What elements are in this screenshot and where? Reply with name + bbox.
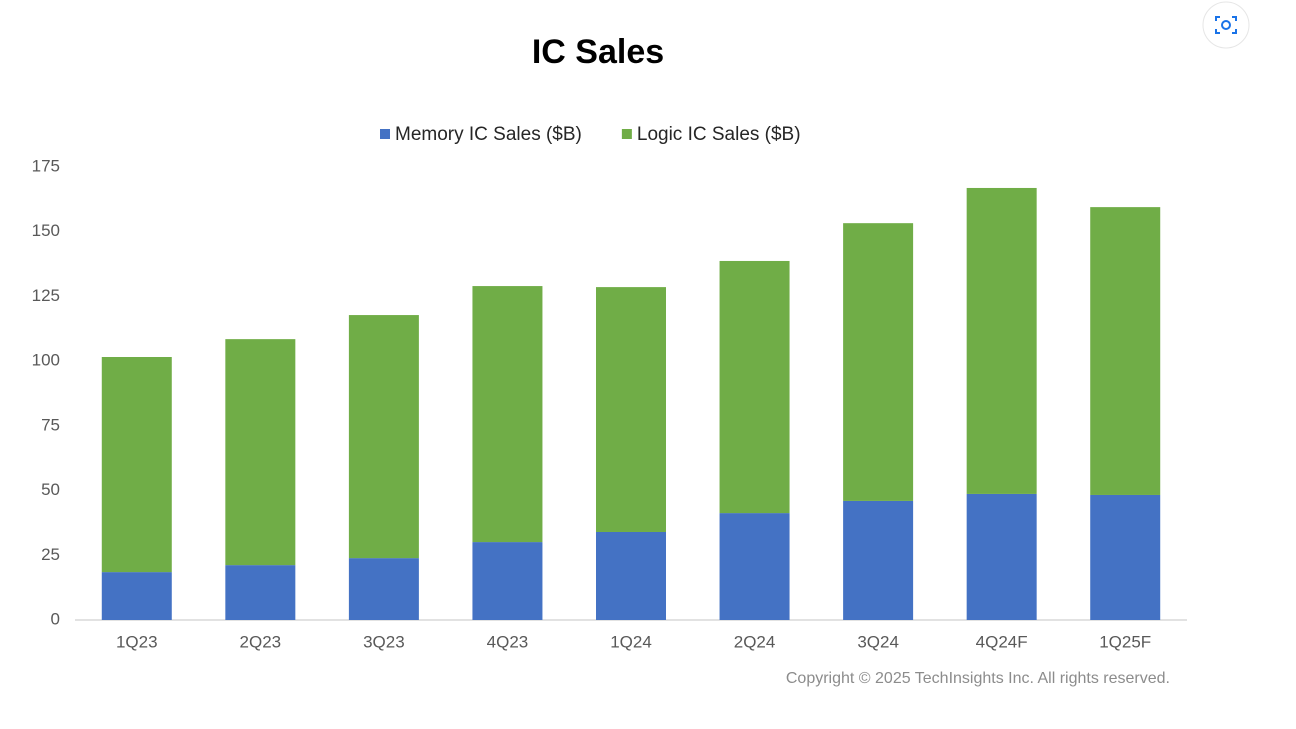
x-tick-label: 2Q23 (240, 632, 282, 651)
copyright: Copyright © 2025 TechInsights Inc. All r… (786, 670, 1170, 687)
y-tick-label: 125 (32, 286, 60, 305)
bar-segment (719, 513, 790, 620)
bar-segment (1090, 207, 1161, 495)
bar-segment (719, 260, 790, 514)
x-tick-label: 1Q24 (610, 632, 652, 651)
bar-segment (348, 315, 419, 559)
x-tick-label: 3Q23 (363, 632, 405, 651)
y-tick-label: 75 (41, 415, 60, 434)
legend-label: Memory IC Sales ($B) (395, 124, 582, 145)
button-bg[interactable] (1202, 1, 1250, 49)
y-tick-label: 25 (41, 545, 60, 564)
x-tick-label: 1Q25F (1099, 632, 1151, 651)
bar-segment (225, 565, 296, 620)
bar-segment (348, 558, 419, 620)
y-tick-label: 50 (41, 480, 60, 499)
bar-segment (472, 286, 543, 543)
bar-segment (1090, 494, 1161, 620)
bar-segment (966, 493, 1037, 620)
chart-title: IC Sales (532, 33, 664, 71)
y-tick-label: 100 (32, 351, 60, 370)
y-tick-label: 0 (51, 609, 60, 628)
bar-segment (225, 339, 296, 566)
screenshot-button[interactable] (1202, 1, 1250, 49)
x-tick-label: 2Q24 (734, 632, 776, 651)
bar-segment (843, 223, 914, 501)
legend-label: Logic IC Sales ($B) (637, 124, 801, 145)
bar-segment (843, 500, 914, 620)
bar-segment (966, 187, 1037, 494)
y-tick-label: 175 (32, 156, 60, 175)
button-icon (1221, 20, 1231, 30)
button-icon (1215, 16, 1237, 34)
bar-segment (596, 531, 666, 620)
x-tick-label: 1Q23 (116, 632, 158, 651)
bar-segment (101, 572, 172, 620)
y-tick-label: 150 (32, 221, 60, 240)
legend-swatch (380, 129, 390, 139)
legend-swatch (621, 129, 632, 139)
x-tick-label: 4Q24F (976, 632, 1028, 651)
x-tick-label: 4Q23 (487, 632, 529, 651)
x-tick-label: 3Q24 (857, 632, 899, 651)
bar-segment (596, 287, 666, 532)
bar-segment (101, 357, 172, 573)
bar-segment (472, 542, 543, 620)
